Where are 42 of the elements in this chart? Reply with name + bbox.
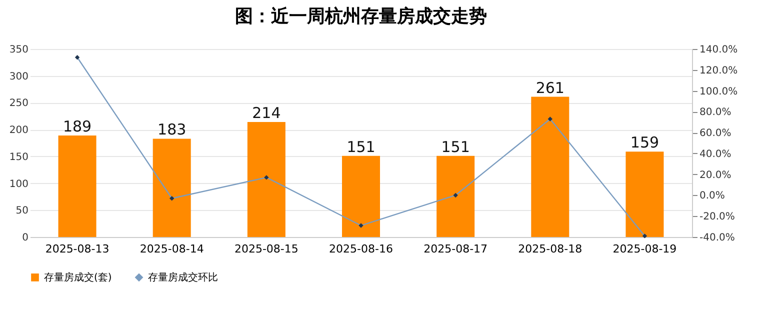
y-tick-label: 250	[9, 98, 28, 110]
y-tick-label: 150	[9, 152, 28, 163]
y2-tick-label: -20.0%	[700, 212, 735, 223]
y2-tick-label: 140.0%	[700, 44, 738, 56]
x-tick-label: 2025-08-16	[329, 242, 393, 256]
x-tick-label: 2025-08-14	[140, 242, 204, 256]
y2-tick-label: 120.0%	[700, 65, 738, 76]
y-tick-label: 200	[9, 125, 28, 136]
y-tick-label: 100	[9, 178, 28, 190]
y2-tick-label: 40.0%	[700, 148, 732, 160]
data-label: 261	[536, 78, 564, 97]
bar	[531, 96, 570, 237]
chart-title: 图：近一周杭州存量房成交走势	[235, 6, 487, 27]
data-label: 189	[62, 117, 92, 136]
x-tick-label: 2025-08-15	[234, 242, 298, 256]
x-tick-label: 2025-08-19	[612, 242, 677, 256]
y2-tick-label: 80.0%	[700, 107, 732, 118]
bar	[58, 135, 96, 237]
data-label: 151	[346, 138, 376, 156]
y-tick-label: 350	[9, 44, 28, 56]
legend-label: 存量房成交(套)	[44, 271, 112, 284]
y2-tick-label: 20.0%	[700, 170, 732, 181]
y2-tick-label: -40.0%	[700, 232, 735, 244]
x-tick-label: 2025-08-18	[518, 242, 582, 256]
y2-tick-label: 100.0%	[700, 86, 738, 98]
bar	[626, 152, 664, 237]
y2-tick-label: 0.0%	[700, 190, 725, 202]
data-label: 159	[630, 134, 660, 152]
data-label: 183	[158, 120, 186, 139]
bar	[342, 156, 380, 237]
x-tick-label: 2025-08-13	[45, 242, 110, 256]
y-tick-label: 0	[22, 232, 28, 244]
y-tick-label: 300	[9, 71, 28, 82]
y-tick-label: 50	[16, 206, 28, 217]
x-tick-label: 2025-08-17	[424, 242, 488, 256]
bar	[152, 138, 191, 237]
bar	[247, 122, 286, 237]
data-label: 151	[441, 138, 470, 156]
y2-tick-label: 60.0%	[700, 128, 732, 140]
data-label: 214	[252, 104, 281, 122]
legend-label: 存量房成交环比	[148, 271, 218, 284]
bar	[436, 156, 475, 237]
